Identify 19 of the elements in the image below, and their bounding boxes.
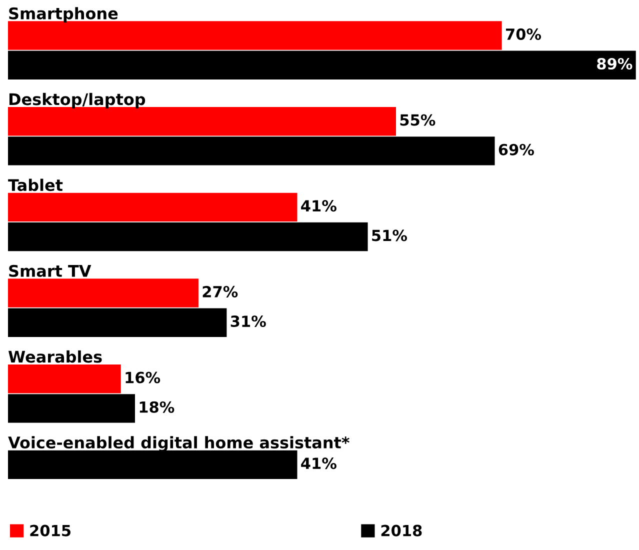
y-tick-label: Smart TV (9, 264, 92, 277)
data-label: 31% (230, 315, 266, 328)
data-label: 41% (301, 200, 336, 212)
y-tick-label: Voice-enabled digital home assistant* (8, 436, 350, 452)
legend-label: 2015 (30, 524, 70, 536)
y-tick-label: Tablet (8, 178, 63, 192)
data-label: 41% (301, 458, 336, 470)
data-label: 55% (400, 114, 436, 126)
data-label: 18% (140, 401, 174, 413)
data-label: 89% (597, 58, 632, 70)
legend-label: 2018 (381, 524, 422, 536)
data-label: 70% (506, 28, 542, 40)
y-tick-label: Smartphone (9, 7, 118, 23)
y-tick-label: Wearables (8, 350, 102, 363)
data-label: 27% (202, 286, 238, 298)
data-label: 16% (126, 372, 160, 384)
y-tick-label: Desktop/laptop (9, 92, 146, 108)
data-label: 69% (498, 144, 534, 156)
data-label: 51% (372, 230, 408, 242)
